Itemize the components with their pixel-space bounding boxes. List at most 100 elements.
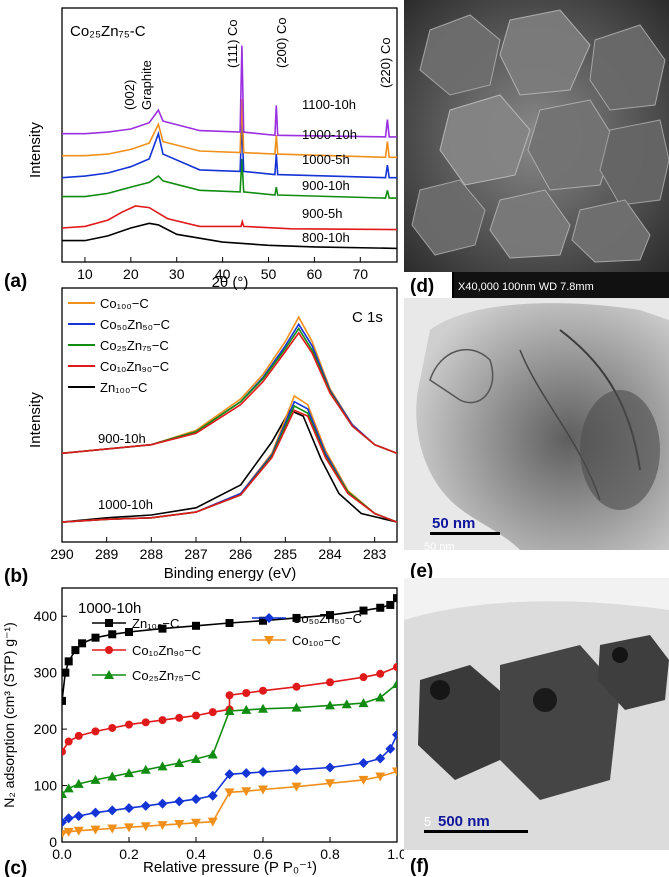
marker-triangle-down bbox=[291, 782, 302, 792]
marker-triangle-down bbox=[107, 824, 118, 834]
marker-triangle-down bbox=[73, 826, 84, 836]
marker-diamond bbox=[325, 762, 335, 773]
marker-circle bbox=[242, 688, 251, 697]
marker-triangle-up bbox=[63, 783, 74, 793]
group-label-900-10h: 900-10h bbox=[98, 431, 146, 446]
marker-triangle-down bbox=[157, 821, 168, 831]
tem-e-scalebar bbox=[430, 532, 500, 535]
marker-diamond bbox=[291, 764, 302, 775]
panel-c-title: 1000-10h bbox=[78, 600, 141, 617]
marker-triangle-up bbox=[140, 764, 151, 774]
peak-label-220-co: (220) Co bbox=[378, 37, 393, 88]
marker-triangle-down bbox=[63, 827, 74, 837]
panel-b-xps: 290 289 288 287 286 285 284 283 C 1s Intensity … bbox=[4, 287, 398, 587]
panel-c-xtick-label: 0.4 bbox=[186, 846, 206, 862]
series-label-1000-10h: 1000-10h bbox=[302, 127, 357, 142]
series-label-1100-10h: 1100-10h bbox=[302, 97, 356, 112]
marker-circle bbox=[74, 731, 83, 740]
marker-triangle-up bbox=[73, 778, 84, 788]
panel-e-tem-image: 50 nm 50 nm (e) bbox=[404, 298, 669, 582]
panel-a-xtick-label: 20 bbox=[123, 266, 139, 282]
marker-square bbox=[125, 628, 133, 637]
marker-circle bbox=[125, 720, 133, 729]
marker-triangle-up bbox=[291, 702, 302, 712]
marker-diamond bbox=[63, 813, 74, 824]
marker-square bbox=[393, 594, 397, 603]
tem-f-scalebar-ghost: 5 bbox=[424, 814, 431, 829]
marker-square bbox=[91, 633, 100, 642]
marker-diamond bbox=[174, 796, 185, 807]
marker-square bbox=[192, 621, 200, 630]
marker-triangle-up bbox=[104, 670, 114, 679]
panel-b-xtick-label: 285 bbox=[274, 546, 298, 562]
marker-triangle-up bbox=[392, 678, 397, 688]
xps-900-series-3 bbox=[62, 331, 397, 455]
panel-a-xtick-label: 70 bbox=[352, 266, 368, 282]
marker-triangle-up bbox=[90, 774, 101, 784]
marker-triangle-down bbox=[124, 823, 134, 833]
group-label-1000-10h: 1000-10h bbox=[98, 497, 153, 512]
panel-b-xtick-label: 289 bbox=[95, 546, 119, 562]
panel-b-xtick-label: 290 bbox=[50, 546, 74, 562]
marker-square bbox=[108, 630, 117, 639]
marker-square bbox=[62, 696, 66, 705]
marker-square bbox=[376, 603, 385, 612]
peak-label-200-co: (200) Co bbox=[274, 17, 289, 68]
marker-triangle-down bbox=[191, 818, 201, 828]
panel-f-tem-image: 500 nm 5 (f) bbox=[404, 578, 669, 877]
marker-triangle-up bbox=[258, 703, 268, 713]
marker-triangle-down bbox=[90, 825, 101, 835]
panel-c-label: (c) bbox=[4, 858, 27, 877]
marker-triangle-up bbox=[174, 757, 185, 767]
panel-d-label: (d) bbox=[410, 276, 434, 297]
panel-c-legend: Zn₁₀₀−C Co₁₀Zn₉₀−C Co₂₅Zn₇₅−C Co₅₀Zn₅₀−C Co₁… bbox=[92, 611, 362, 683]
marker-circle bbox=[175, 713, 184, 722]
panel-a-xtick-label: 30 bbox=[169, 266, 185, 282]
marker-circle bbox=[359, 673, 368, 682]
series-label-900-5h: 900-5h bbox=[302, 206, 342, 221]
marker-triangle-up bbox=[124, 768, 134, 778]
marker-circle bbox=[108, 723, 117, 732]
marker-triangle-up bbox=[325, 700, 335, 710]
marker-triangle-down bbox=[325, 779, 335, 789]
marker-triangle-up bbox=[107, 771, 118, 781]
sem-scalebar-text: X40,000 100nm WD 7.8mm bbox=[458, 281, 594, 293]
marker-square bbox=[158, 624, 167, 633]
panel-b-title: C 1s bbox=[352, 309, 383, 326]
marker-diamond bbox=[224, 769, 235, 780]
marker-triangle-down bbox=[207, 817, 218, 827]
panel-c-xtick-label: 0.8 bbox=[320, 846, 340, 862]
legend-b-label: Zn₁₀₀−C bbox=[100, 380, 147, 395]
panel-b-xtick-label: 288 bbox=[140, 546, 164, 562]
xps-1000-series-0 bbox=[62, 409, 397, 523]
series-label-900-10h: 900-10h bbox=[302, 178, 350, 193]
peak-label-graphite: Graphite bbox=[139, 60, 154, 110]
tem-f-scalebar bbox=[424, 830, 528, 833]
marker-circle bbox=[225, 691, 234, 700]
marker-triangle-up bbox=[157, 761, 168, 771]
marker-triangle-down bbox=[264, 636, 274, 645]
panel-b-ylabel: Intensity bbox=[27, 392, 44, 448]
panel-c-ytick-label: 400 bbox=[34, 608, 58, 624]
panel-b-xtick-label: 284 bbox=[318, 546, 342, 562]
panel-a-xtick-label: 40 bbox=[215, 266, 231, 282]
marker-square bbox=[225, 618, 234, 627]
xrd-series-800-10h bbox=[62, 222, 397, 250]
panel-b-xlabel: Binding energy (eV) bbox=[164, 565, 297, 582]
marker-diamond bbox=[358, 757, 369, 768]
panel-a-xtick-label: 10 bbox=[77, 266, 93, 282]
marker-diamond bbox=[241, 768, 252, 779]
legend-c-label: Co₁₀Zn₉₀−C bbox=[132, 643, 201, 658]
panel-b-xtick-label: 286 bbox=[229, 546, 253, 562]
tem-e-scalebar-label: 50 nm bbox=[432, 515, 475, 532]
panel-c-ylabel: N₂ adsorption (cm³ (STP) g⁻¹) bbox=[1, 622, 17, 808]
marker-circle bbox=[64, 737, 73, 746]
series-label-1000-5h: 1000-5h bbox=[302, 152, 350, 167]
panel-a-xrd: 10 20 30 40 50 60 70 Co₂₅Zn₇₅-C Intensity 2θ (… bbox=[4, 7, 398, 292]
panel-c-ytick-label: 300 bbox=[34, 665, 58, 681]
marker-square bbox=[71, 646, 80, 655]
marker-triangle-down bbox=[258, 785, 268, 795]
marker-triangle-up bbox=[62, 789, 67, 799]
panel-a-ylabel: Intensity bbox=[27, 122, 44, 178]
legend-b-label: Co₂₅Zn₇₅−C bbox=[100, 338, 169, 353]
